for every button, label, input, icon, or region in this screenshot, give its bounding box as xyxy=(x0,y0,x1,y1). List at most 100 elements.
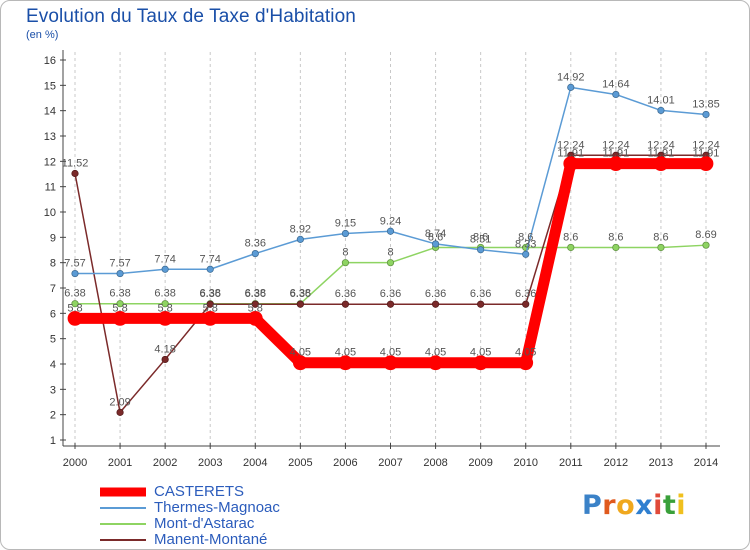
data-label: 8.6 xyxy=(473,231,488,243)
data-label: 8 xyxy=(387,247,393,259)
data-point xyxy=(518,355,534,371)
data-point xyxy=(522,250,530,258)
data-point xyxy=(653,156,669,172)
data-point xyxy=(296,235,304,243)
legend-item: Manent-Montané xyxy=(100,532,280,548)
data-label: 7.74 xyxy=(200,253,221,265)
data-point xyxy=(341,229,350,238)
data-label: 5.8 xyxy=(248,302,263,314)
data-label: 6.36 xyxy=(425,288,446,300)
y-tick-label: 11 xyxy=(45,182,56,194)
data-point xyxy=(112,310,128,326)
data-label: 12.24 xyxy=(692,139,720,151)
y-tick-label: 10 xyxy=(44,207,56,219)
data-label: 6.38 xyxy=(64,288,85,300)
data-label: 12.24 xyxy=(557,139,585,151)
logo-letter: i xyxy=(653,490,663,521)
x-tick-label: 2005 xyxy=(288,457,312,469)
data-label: 14.92 xyxy=(557,71,585,83)
data-point xyxy=(657,243,665,252)
data-label: 8.6 xyxy=(653,231,668,243)
data-label: 6.38 xyxy=(290,288,311,300)
data-point xyxy=(206,300,214,308)
data-point xyxy=(386,300,395,308)
data-point xyxy=(431,240,440,248)
data-point xyxy=(116,408,124,416)
data-label: 7.74 xyxy=(154,253,175,265)
data-label: 6.36 xyxy=(515,288,536,300)
legend-swatch xyxy=(100,539,146,541)
logo-letter: P xyxy=(582,490,603,521)
x-tick-label: 2001 xyxy=(108,457,132,469)
logo-letter: i xyxy=(676,490,687,521)
data-label: 14.01 xyxy=(647,94,675,106)
data-label: 8.6 xyxy=(518,231,533,243)
axes xyxy=(62,50,720,447)
data-label: 8.36 xyxy=(245,238,266,250)
data-label: 6.38 xyxy=(200,288,221,300)
data-point xyxy=(698,156,714,172)
data-point xyxy=(477,300,485,308)
y-tick-label: 12 xyxy=(44,156,56,168)
y-tick-label: 7 xyxy=(50,283,56,295)
data-label: 6.36 xyxy=(380,288,401,300)
data-label: 5.8 xyxy=(157,302,172,314)
legend-item: CASTERETS xyxy=(100,484,280,500)
y-tick-label: 3 xyxy=(50,384,56,396)
data-point xyxy=(386,259,395,267)
data-point xyxy=(383,355,398,371)
legend-label: Thermes-Magnoac xyxy=(154,499,280,516)
data-point xyxy=(567,83,575,91)
data-point xyxy=(428,355,443,371)
series-line xyxy=(74,154,707,414)
y-tick-label: 8 xyxy=(50,258,56,270)
legend-label: CASTERETS xyxy=(154,483,245,500)
data-label: 11.91 xyxy=(693,148,720,160)
data-label: 8.6 xyxy=(563,231,578,243)
data-label: 5.8 xyxy=(112,302,127,314)
x-tick-label: 2004 xyxy=(243,457,267,469)
data-point xyxy=(612,90,620,99)
data-label: 5.8 xyxy=(67,302,82,314)
data-point xyxy=(161,265,169,273)
data-label: 6.36 xyxy=(470,288,491,300)
data-point xyxy=(251,300,259,308)
legend-label: Mont-d'Astarac xyxy=(154,515,255,532)
y-tick-label: 15 xyxy=(44,80,56,92)
data-point xyxy=(71,169,79,178)
data-point xyxy=(116,269,124,278)
data-label: 12.24 xyxy=(647,139,675,151)
legend-item: Mont-d'Astarac xyxy=(100,516,280,532)
data-point xyxy=(161,355,169,364)
data-label: 8.6 xyxy=(608,231,623,243)
data-point xyxy=(657,106,665,115)
data-point xyxy=(202,310,218,326)
data-point xyxy=(702,110,710,119)
data-label: 8.92 xyxy=(290,223,311,235)
data-label: 11.91 xyxy=(557,148,584,160)
data-label: 4.05 xyxy=(470,347,491,359)
data-point xyxy=(161,300,169,308)
data-point xyxy=(71,269,79,278)
data-label: 8.51 xyxy=(470,234,491,246)
data-point xyxy=(67,310,83,326)
data-label: 6.38 xyxy=(245,288,266,300)
logo-letter: x xyxy=(635,490,654,521)
logo-letter: o xyxy=(616,490,636,521)
data-label: 8.6 xyxy=(428,231,443,243)
data-label: 8.74 xyxy=(425,228,446,240)
data-point xyxy=(567,243,575,252)
x-tick-label: 2014 xyxy=(694,457,718,469)
data-point xyxy=(386,227,395,235)
unit-label: (en %) xyxy=(26,29,59,41)
data-point xyxy=(612,243,620,252)
logo-letter: r xyxy=(602,490,617,521)
data-point xyxy=(251,249,259,258)
legend: CASTERETS Thermes-Magnoac Mont-d'Astarac… xyxy=(100,484,280,548)
x-tick-label: 2000 xyxy=(63,457,87,469)
data-label: 9.15 xyxy=(335,218,356,230)
y-tick-label: 6 xyxy=(50,308,56,320)
data-label: 4.05 xyxy=(290,347,311,359)
